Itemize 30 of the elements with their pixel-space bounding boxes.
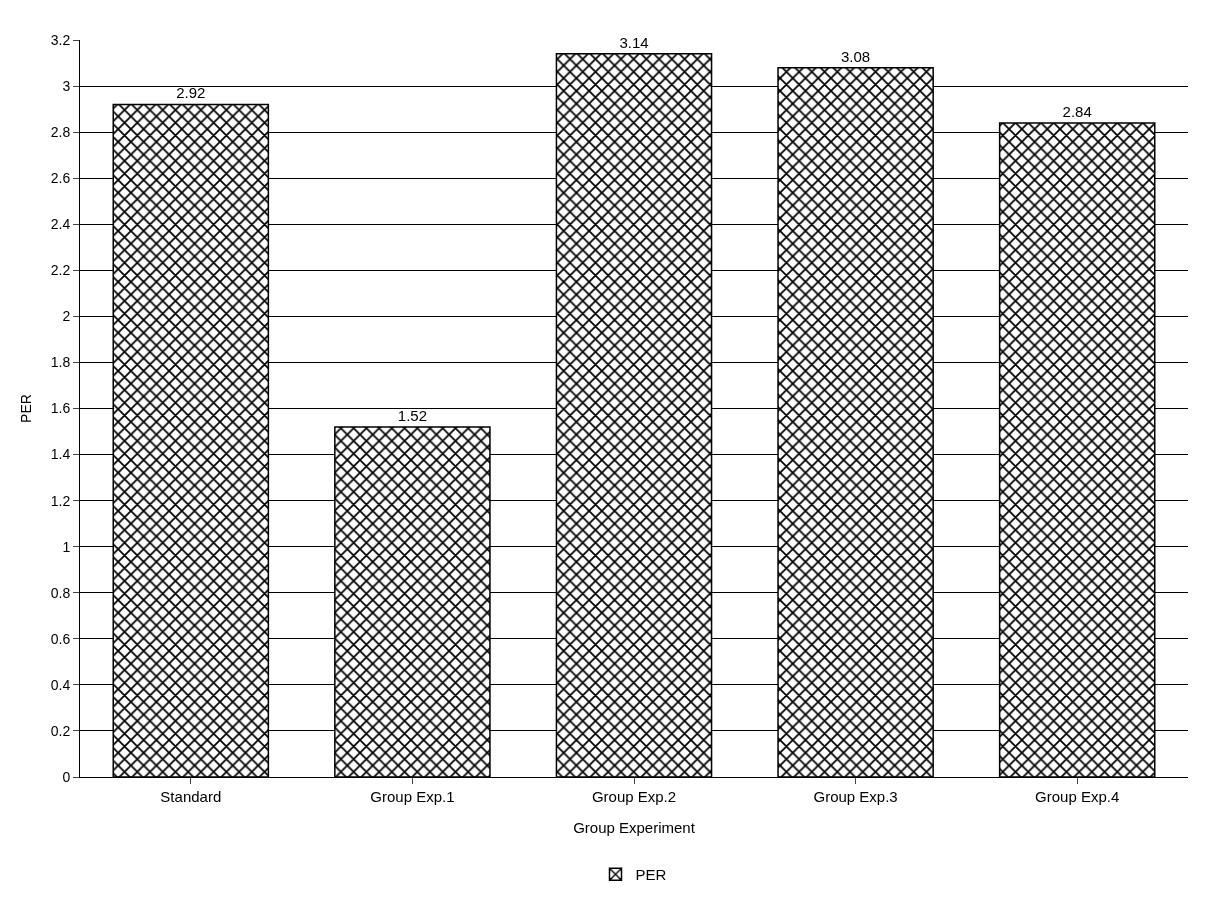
y-tick-label: 2 bbox=[62, 308, 71, 325]
x-tick-label: Group Exp.1 bbox=[370, 788, 455, 805]
y-tick-label: 2.4 bbox=[50, 216, 71, 233]
y-tick-label: 0.6 bbox=[50, 630, 71, 647]
y-axis-title: PER bbox=[18, 394, 35, 423]
y-tick-label: 1.8 bbox=[50, 354, 71, 371]
data-label: 3.08 bbox=[841, 47, 871, 65]
x-tick-label: Standard bbox=[160, 788, 222, 805]
text: PER bbox=[635, 866, 667, 884]
y-tick-label: 1.6 bbox=[50, 400, 71, 417]
x-tick-label: Group Exp.4 bbox=[1035, 788, 1120, 805]
y-tick-label: 2.6 bbox=[50, 170, 71, 187]
data-label: 2.84 bbox=[1062, 102, 1092, 120]
y-tick-label: 0.4 bbox=[50, 676, 71, 693]
x-axis-title: Group Experiment bbox=[573, 819, 696, 836]
x-tick-label: Group Exp.3 bbox=[813, 788, 898, 805]
y-tick-label: 0.8 bbox=[50, 584, 71, 601]
x-tick-label: Group Exp.2 bbox=[591, 788, 677, 805]
data-label: 1.52 bbox=[397, 406, 427, 424]
y-tick-label: 1 bbox=[62, 538, 71, 555]
y-tick-label: 2.2 bbox=[50, 262, 71, 279]
data-label: 2.92 bbox=[176, 84, 206, 102]
y-tick-label: 2.8 bbox=[50, 124, 71, 141]
y-tick-label: 0 bbox=[62, 768, 71, 785]
y-tick-label: 0.2 bbox=[50, 722, 71, 739]
y-tick-label: 1.2 bbox=[50, 492, 71, 509]
data-label: 3.14 bbox=[619, 33, 649, 51]
y-tick-label: 3 bbox=[62, 77, 71, 94]
y-tick-label: 1.4 bbox=[50, 446, 71, 463]
y-tick-label: 3.2 bbox=[50, 31, 71, 48]
